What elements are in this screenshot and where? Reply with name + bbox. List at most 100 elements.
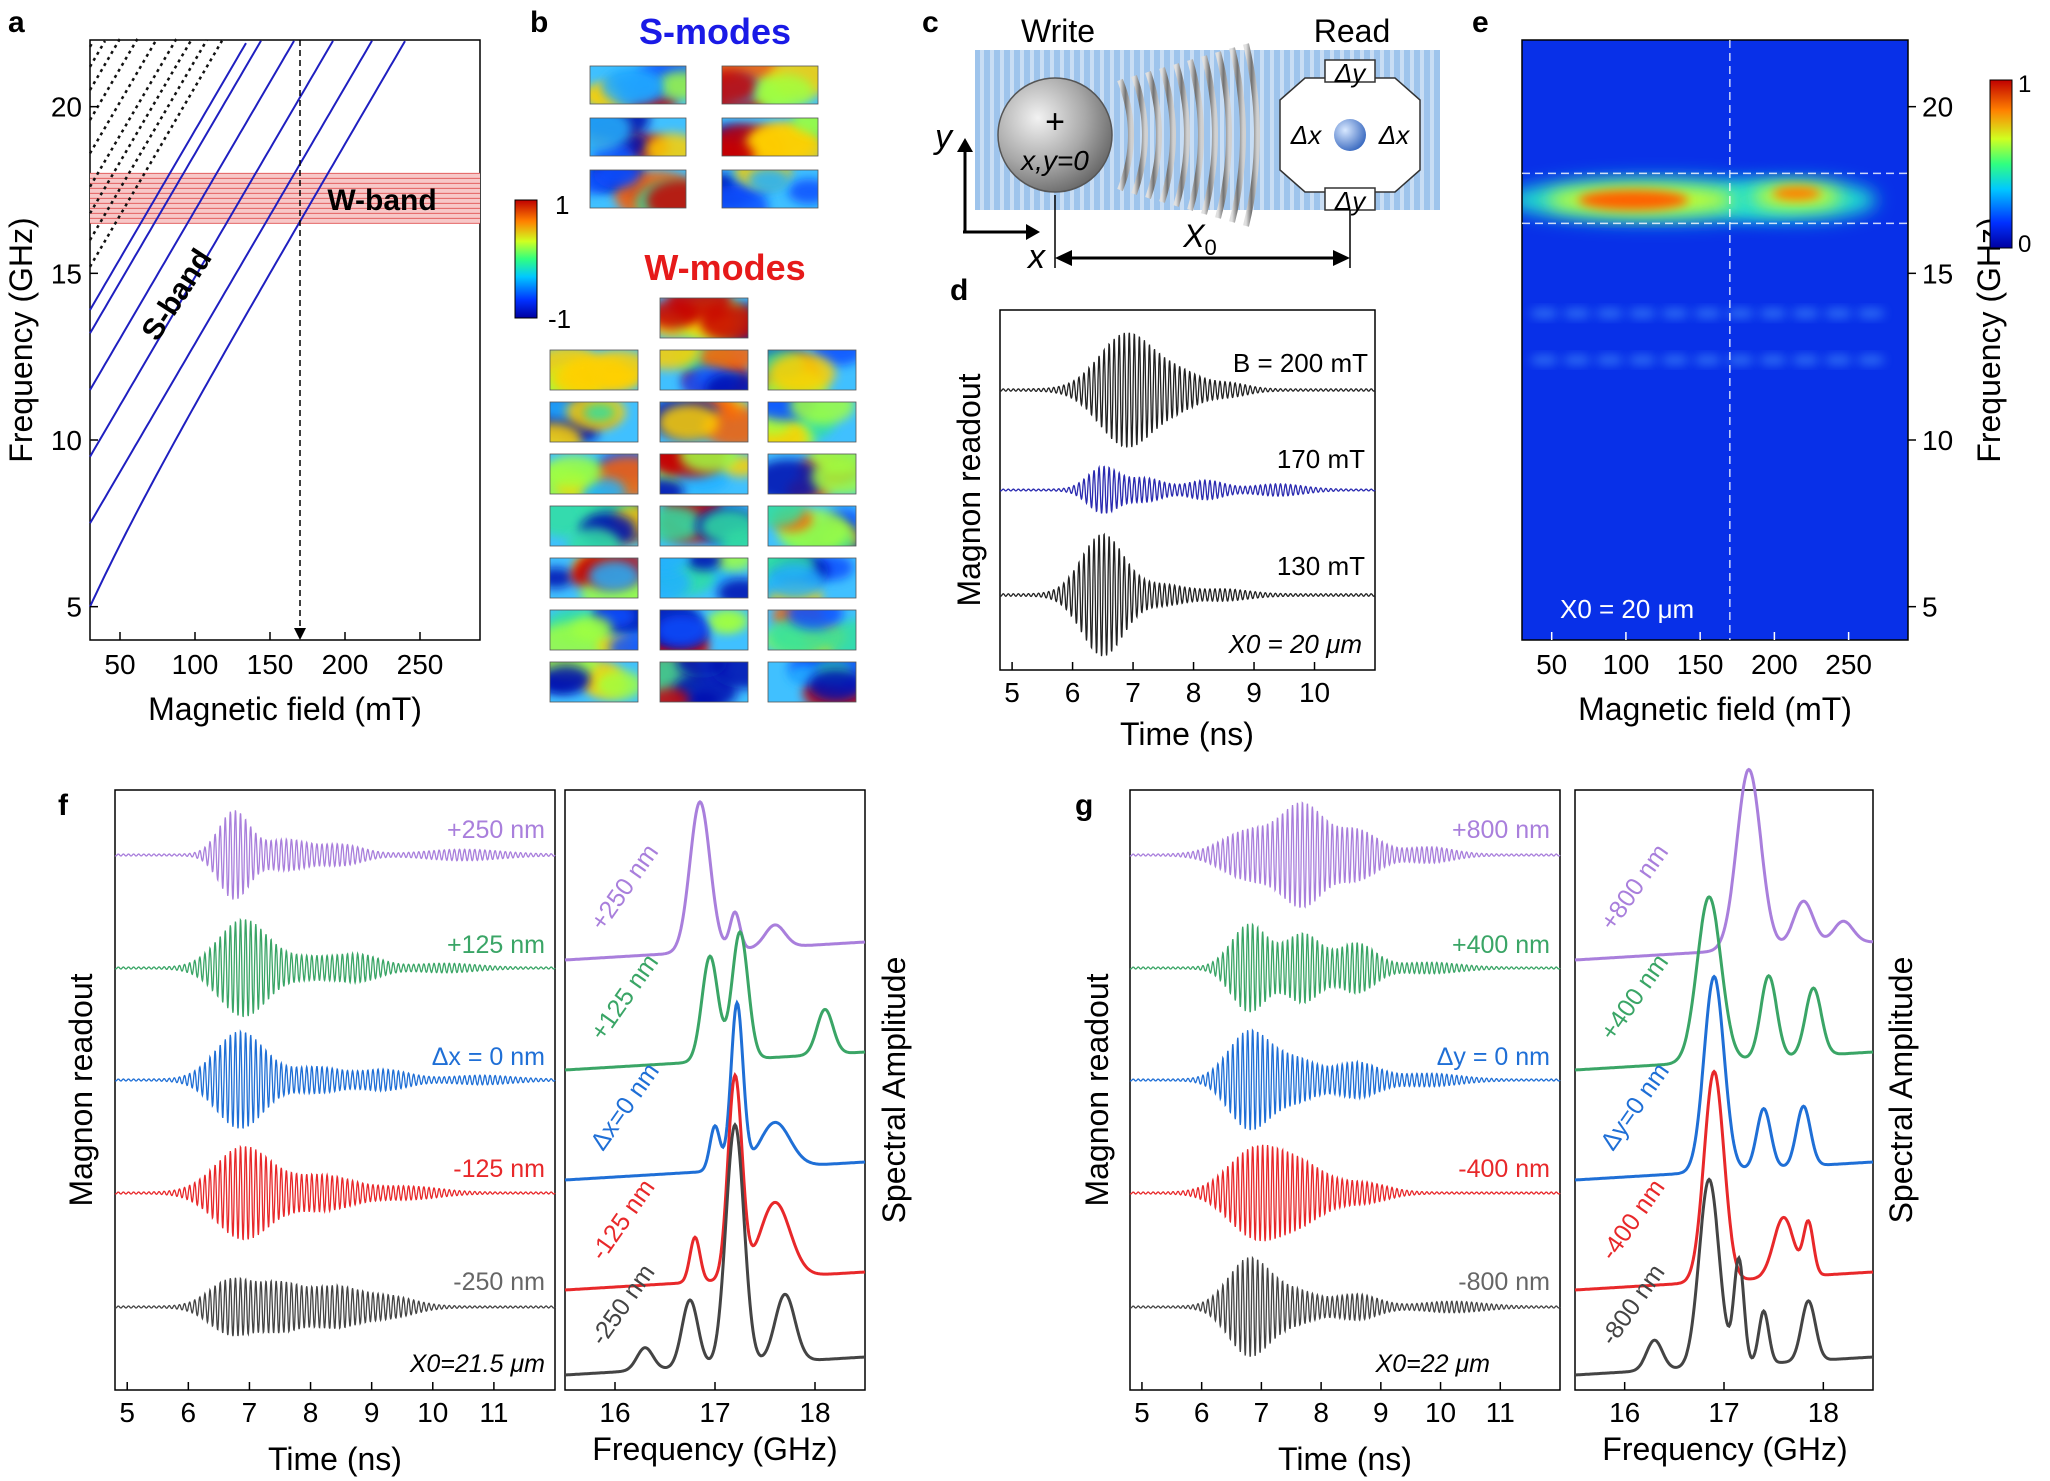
origin-symbol: + (1045, 103, 1065, 141)
panel-f-spectrum-plot (564, 789, 866, 1391)
panel-d-axes: 5 6 7 8 9 10 (1004, 662, 1330, 708)
g-label-plus400: +400 nm (1452, 931, 1550, 959)
band-peak (1578, 190, 1689, 210)
x-tick-label: 150 (1677, 649, 1724, 680)
f-label-zero: Δx = 0 nm (432, 1043, 545, 1071)
mode-frame (659, 557, 749, 599)
panel-d-ylabel: Magnon readout (951, 373, 987, 606)
x-tick-label: 200 (322, 649, 369, 680)
mode-blob (722, 185, 769, 208)
w-mode-image (549, 609, 639, 651)
faint-mode (1660, 308, 1689, 319)
x-tick-label: 16 (1609, 1397, 1640, 1428)
mode-frame (659, 453, 749, 495)
faint-mode (1595, 355, 1624, 365)
time-trace (114, 1144, 556, 1241)
x-tick-label: 5 (119, 1397, 135, 1428)
wave-arc (1187, 59, 1204, 211)
mode-frame (767, 401, 857, 443)
mode-field (660, 350, 748, 390)
mode-frame (659, 349, 749, 391)
mode-frame (767, 557, 857, 599)
mode-blob (722, 69, 758, 104)
w-mode-image (549, 505, 639, 547)
x-tick-label: 5 (1004, 677, 1020, 708)
mode-frame (549, 557, 639, 599)
f-label-minus125: -125 nm (453, 1155, 545, 1183)
dotted-band (88, 39, 158, 154)
s-modes-title: S-modes (639, 11, 791, 52)
mode-blob (768, 506, 805, 528)
panel-e-ylabel: Frequency (GHz) (1971, 217, 2007, 462)
x-tick-label: 250 (1825, 649, 1872, 680)
w-mode-image (659, 609, 749, 651)
dotted-band (88, 38, 122, 91)
heatmap-colorbar-min: 0 (2018, 231, 2031, 258)
faint-mode (1791, 355, 1820, 365)
time-trace (114, 917, 556, 1018)
distance-label-sub: 0 (1205, 235, 1217, 260)
x-arrow-head (1026, 224, 1040, 240)
x-tick-label: 11 (1486, 1397, 1515, 1428)
x-tick-label: 9 (1373, 1397, 1389, 1428)
panel-g-time-ylabel: Magnon readout (1079, 973, 1115, 1206)
coordinate-axes: y x (933, 118, 1046, 276)
mode-blob (570, 615, 613, 641)
heatmap-frame (1521, 39, 1909, 641)
mode-field (660, 506, 748, 546)
mode-field (660, 662, 748, 702)
mode-frame (721, 169, 819, 209)
panel-letter-d: d (950, 274, 968, 307)
mode-field (550, 350, 638, 390)
x-tick-label: 250 (397, 649, 444, 680)
delta-x-right: Δx (1378, 120, 1410, 150)
w-mode-image (549, 401, 639, 443)
panel-e-annotation: X0 = 20 μm (1560, 594, 1694, 624)
mode-frame (589, 65, 687, 105)
faint-mode (1628, 355, 1657, 365)
mode-field (722, 170, 818, 208)
s-mode-image (721, 117, 819, 157)
time-trace (1129, 1028, 1561, 1131)
w-mode-image (659, 349, 749, 391)
mode-field (590, 66, 686, 104)
g-label-plus800: +800 nm (1452, 816, 1550, 844)
faint-mode (1824, 355, 1853, 365)
faint-mode (1856, 355, 1885, 365)
panel-f-time-traces (114, 810, 556, 1337)
panel-f: f 5 6 7 8 9 10 11 16 17 18 +250 nm +125 nm Δx = 0… (58, 789, 912, 1477)
f-label-plus250: +250 nm (447, 816, 545, 844)
x-tick-label: 11 (479, 1397, 508, 1428)
panel-letter-g: g (1075, 789, 1093, 822)
g-label-minus800: -800 nm (1458, 1268, 1550, 1296)
x-tick-label: 10 (1425, 1397, 1456, 1428)
panel-d-annotation: X0 = 20 μm (1228, 629, 1362, 659)
mode-blob (722, 140, 754, 156)
w-band-label: W-band (327, 184, 436, 217)
mode-frame (767, 453, 857, 495)
spectrum-curve (1574, 974, 1874, 1182)
read-detector: Δy Δy Δx Δx (1279, 58, 1421, 216)
heatmap-content (1522, 178, 1885, 365)
w-mode-image (767, 505, 857, 547)
band-peak (1772, 186, 1821, 201)
mode-field (660, 558, 748, 598)
w-mode-image (659, 505, 749, 547)
mode-field (550, 662, 638, 702)
mode-frame (549, 661, 639, 703)
mode-blob (768, 353, 836, 390)
panel-g-spectrum-xlabel: Frequency (GHz) (1602, 1431, 1847, 1467)
f-label-plus125: +125 nm (447, 931, 545, 959)
write-antenna (997, 77, 1113, 193)
mode-blob (787, 178, 818, 205)
wave-arc (1173, 63, 1190, 207)
mode-frame (589, 169, 687, 209)
trace-130mT (999, 532, 1376, 657)
x-tick-label: 16 (599, 1397, 630, 1428)
x-axis-label: x (1026, 238, 1046, 276)
y-axis-label: y (933, 118, 954, 156)
spin-wave-arcs (1117, 43, 1260, 227)
detector-bottom-pad (1324, 187, 1376, 211)
